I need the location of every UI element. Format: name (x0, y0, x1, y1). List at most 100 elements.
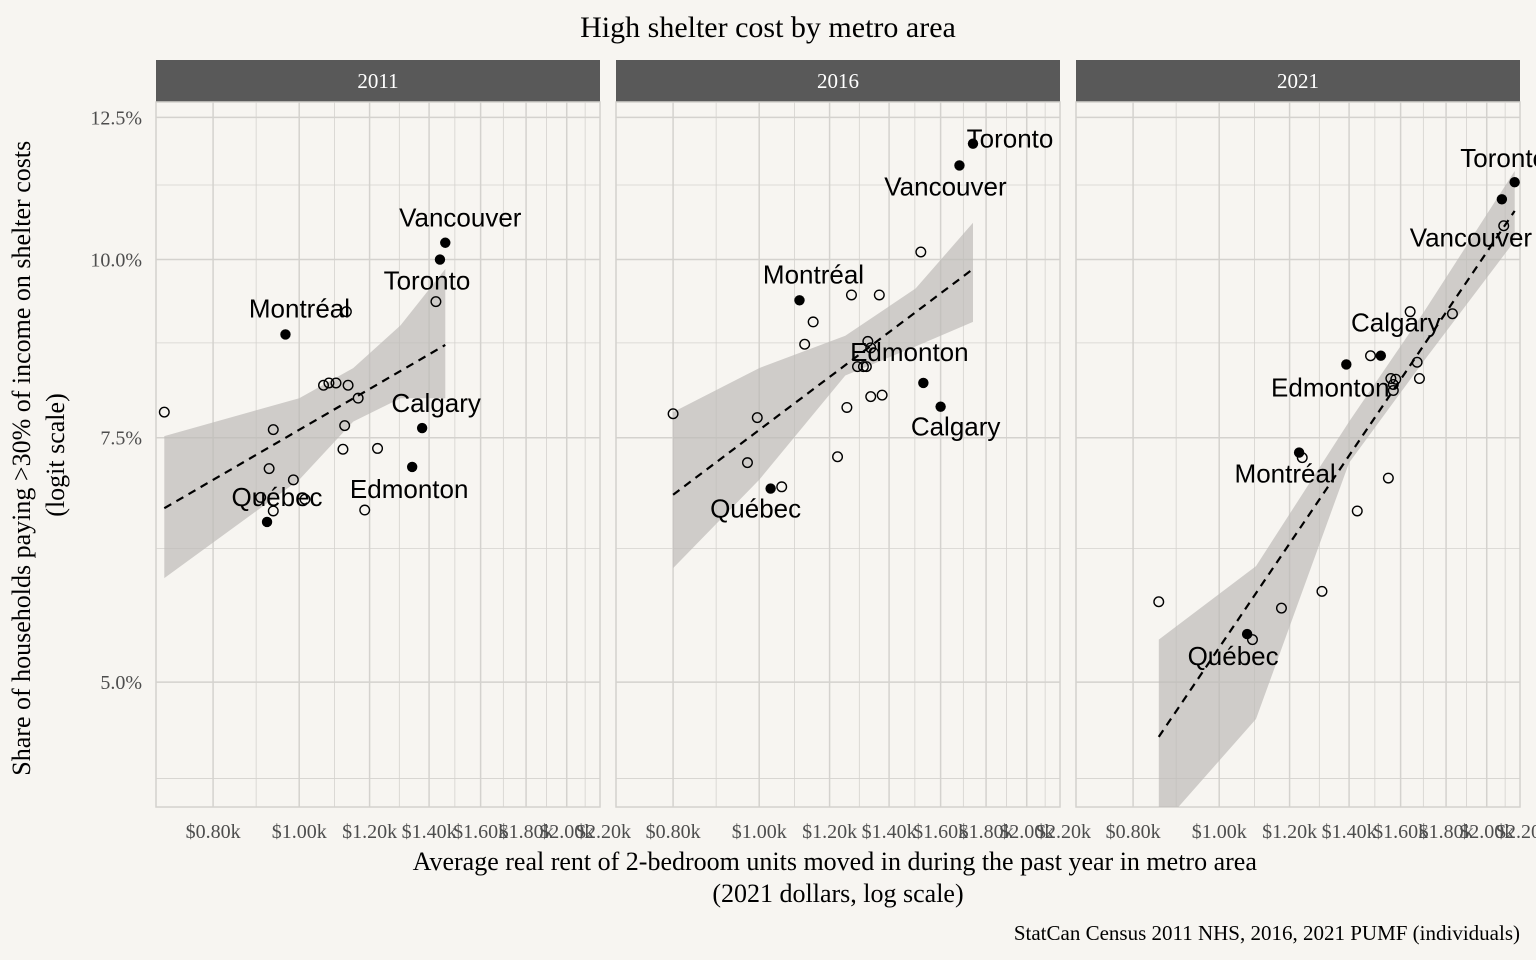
metro-point-quebec (1241, 628, 1253, 640)
metro-label-toronto: Toronto (1460, 143, 1536, 173)
metro-point-calgary (1375, 350, 1387, 361)
metro-label-montreal: Montréal (249, 293, 350, 323)
x-tick-label: $1.60k (1373, 821, 1428, 843)
x-tick-label: $0.80k (1106, 821, 1161, 843)
metro-label-montreal: Montréal (763, 259, 864, 289)
metro-label-edmonton: Edmonton (350, 474, 469, 504)
metro-label-vancouver: Vancouver (1410, 222, 1533, 252)
metro-point-open (741, 457, 753, 469)
metro-label-calgary: Calgary (911, 412, 1001, 442)
metro-point-open (1382, 472, 1394, 484)
x-tick-label: $1.60k (913, 821, 968, 843)
metro-label-edmonton: Edmonton (1271, 372, 1390, 402)
metro-point-open (339, 420, 351, 432)
metro-point-montreal (280, 329, 291, 340)
x-tick-label: $1.40k (402, 821, 457, 843)
x-tick-label: $1.20k (342, 821, 397, 843)
metro-point-open (337, 443, 349, 455)
metro-point-quebec (261, 516, 273, 528)
metro-point-open (267, 505, 279, 517)
facet-strip-label: 2021 (1277, 69, 1319, 93)
metro-point-open (865, 342, 877, 354)
metro-point-open (1351, 505, 1363, 517)
metro-point-open (342, 379, 354, 391)
x-tick-label: $1.00k (732, 821, 787, 843)
metro-point-quebec (765, 483, 776, 494)
panel-border (155, 101, 601, 808)
metro-point-open (1404, 306, 1416, 318)
x-tick-label: $2.00k (539, 821, 594, 843)
facet-panel-2021: 2021 Toronto Vancouver Calgary Edmonton Montr… (1075, 60, 1536, 843)
facet-strip-label: 2011 (357, 69, 398, 93)
x-tick-label: $0.80k (646, 821, 701, 843)
metro-point-open (799, 338, 811, 350)
x-tick-label: $1.00k (1192, 821, 1247, 843)
metro-point-open (263, 463, 275, 475)
panel-data-layer (158, 237, 451, 579)
y-axis-label: Share of households paying >30% of incom… (7, 134, 70, 775)
confidence-band (164, 269, 446, 579)
x-tick-label: $2.00k (1459, 821, 1514, 843)
metro-point-open (876, 389, 888, 401)
x-tick-label: $2.20k (1496, 821, 1536, 843)
metro-point-open (340, 306, 352, 318)
metro-point-edmonton (406, 461, 418, 473)
metro-point-open (318, 379, 330, 391)
metro-point-open (323, 377, 335, 389)
metro-point-edmonton (1341, 359, 1352, 370)
x-tick-label: $0.80k (186, 821, 241, 843)
x-tick-label: $1.80k (499, 821, 554, 843)
metro-point-montreal (794, 295, 805, 306)
confidence-band (673, 222, 973, 569)
metro-point-open (1446, 308, 1458, 320)
metro-point-open (841, 401, 853, 413)
chart-caption: StatCan Census 2011 NHS, 2016, 2021 PUMF… (1014, 921, 1520, 945)
metro-label-toronto: Toronto (967, 124, 1054, 154)
metro-label-quebec: Québec (231, 482, 322, 512)
panel-border (1075, 101, 1521, 808)
metro-point-open (862, 335, 874, 347)
facet-strip (156, 60, 600, 102)
metro-point-open (1413, 372, 1425, 384)
confidence-band (1158, 171, 1515, 807)
metro-point-open (807, 316, 819, 328)
metro-point-open (267, 424, 279, 436)
y-axis-label-line-2: (logit scale) (41, 393, 70, 516)
metro-point-open (372, 442, 384, 454)
metro-point-vancouver (1496, 194, 1508, 205)
metro-label-edmonton: Edmonton (850, 337, 969, 367)
metro-point-open (873, 289, 885, 301)
x-tick-label: $2.00k (999, 821, 1054, 843)
panel-data-layer (1153, 171, 1520, 807)
x-tick-label: $1.40k (1322, 821, 1377, 843)
metro-point-open (352, 392, 364, 404)
y-tick-label: 7.5% (100, 428, 142, 450)
x-tick-label: $2.20k (576, 821, 631, 843)
chart-title: High shelter cost by metro area (580, 11, 956, 44)
metro-point-open (299, 493, 311, 505)
metro-point-open (1153, 596, 1165, 608)
x-axis-label: Average real rent of 2-bedroom units mov… (413, 847, 1264, 908)
y-tick-label: 5.0% (100, 672, 142, 694)
panel-data-layer (667, 138, 979, 569)
x-axis-label-line-1: Average real rent of 2-bedroom units mov… (413, 847, 1258, 876)
metro-point-open (851, 361, 863, 373)
metro-point-open (667, 408, 679, 420)
metro-point-vancouver (954, 160, 965, 171)
metro-point-toronto (1509, 176, 1520, 188)
metro-point-calgary (935, 401, 946, 412)
metro-point-open (359, 504, 371, 516)
y-tick-label: 10.0% (90, 250, 142, 272)
metro-point-open (1316, 585, 1328, 597)
x-tick-label: $1.80k (959, 821, 1014, 843)
metro-label-montreal: Montréal (1235, 459, 1336, 489)
metro-label-vancouver: Vancouver (884, 171, 1007, 201)
facet-panels: 2011 Vancouver Toronto Montréal Calgary Edmon… (90, 60, 1536, 843)
facet-strip (616, 60, 1060, 102)
metro-point-open (832, 451, 844, 463)
x-tick-label: $1.80k (1419, 821, 1474, 843)
metro-point-vancouver (440, 237, 451, 248)
metro-label-calgary: Calgary (1351, 308, 1441, 338)
y-tick-label: 12.5% (90, 107, 142, 129)
facet-strip (1076, 60, 1520, 102)
